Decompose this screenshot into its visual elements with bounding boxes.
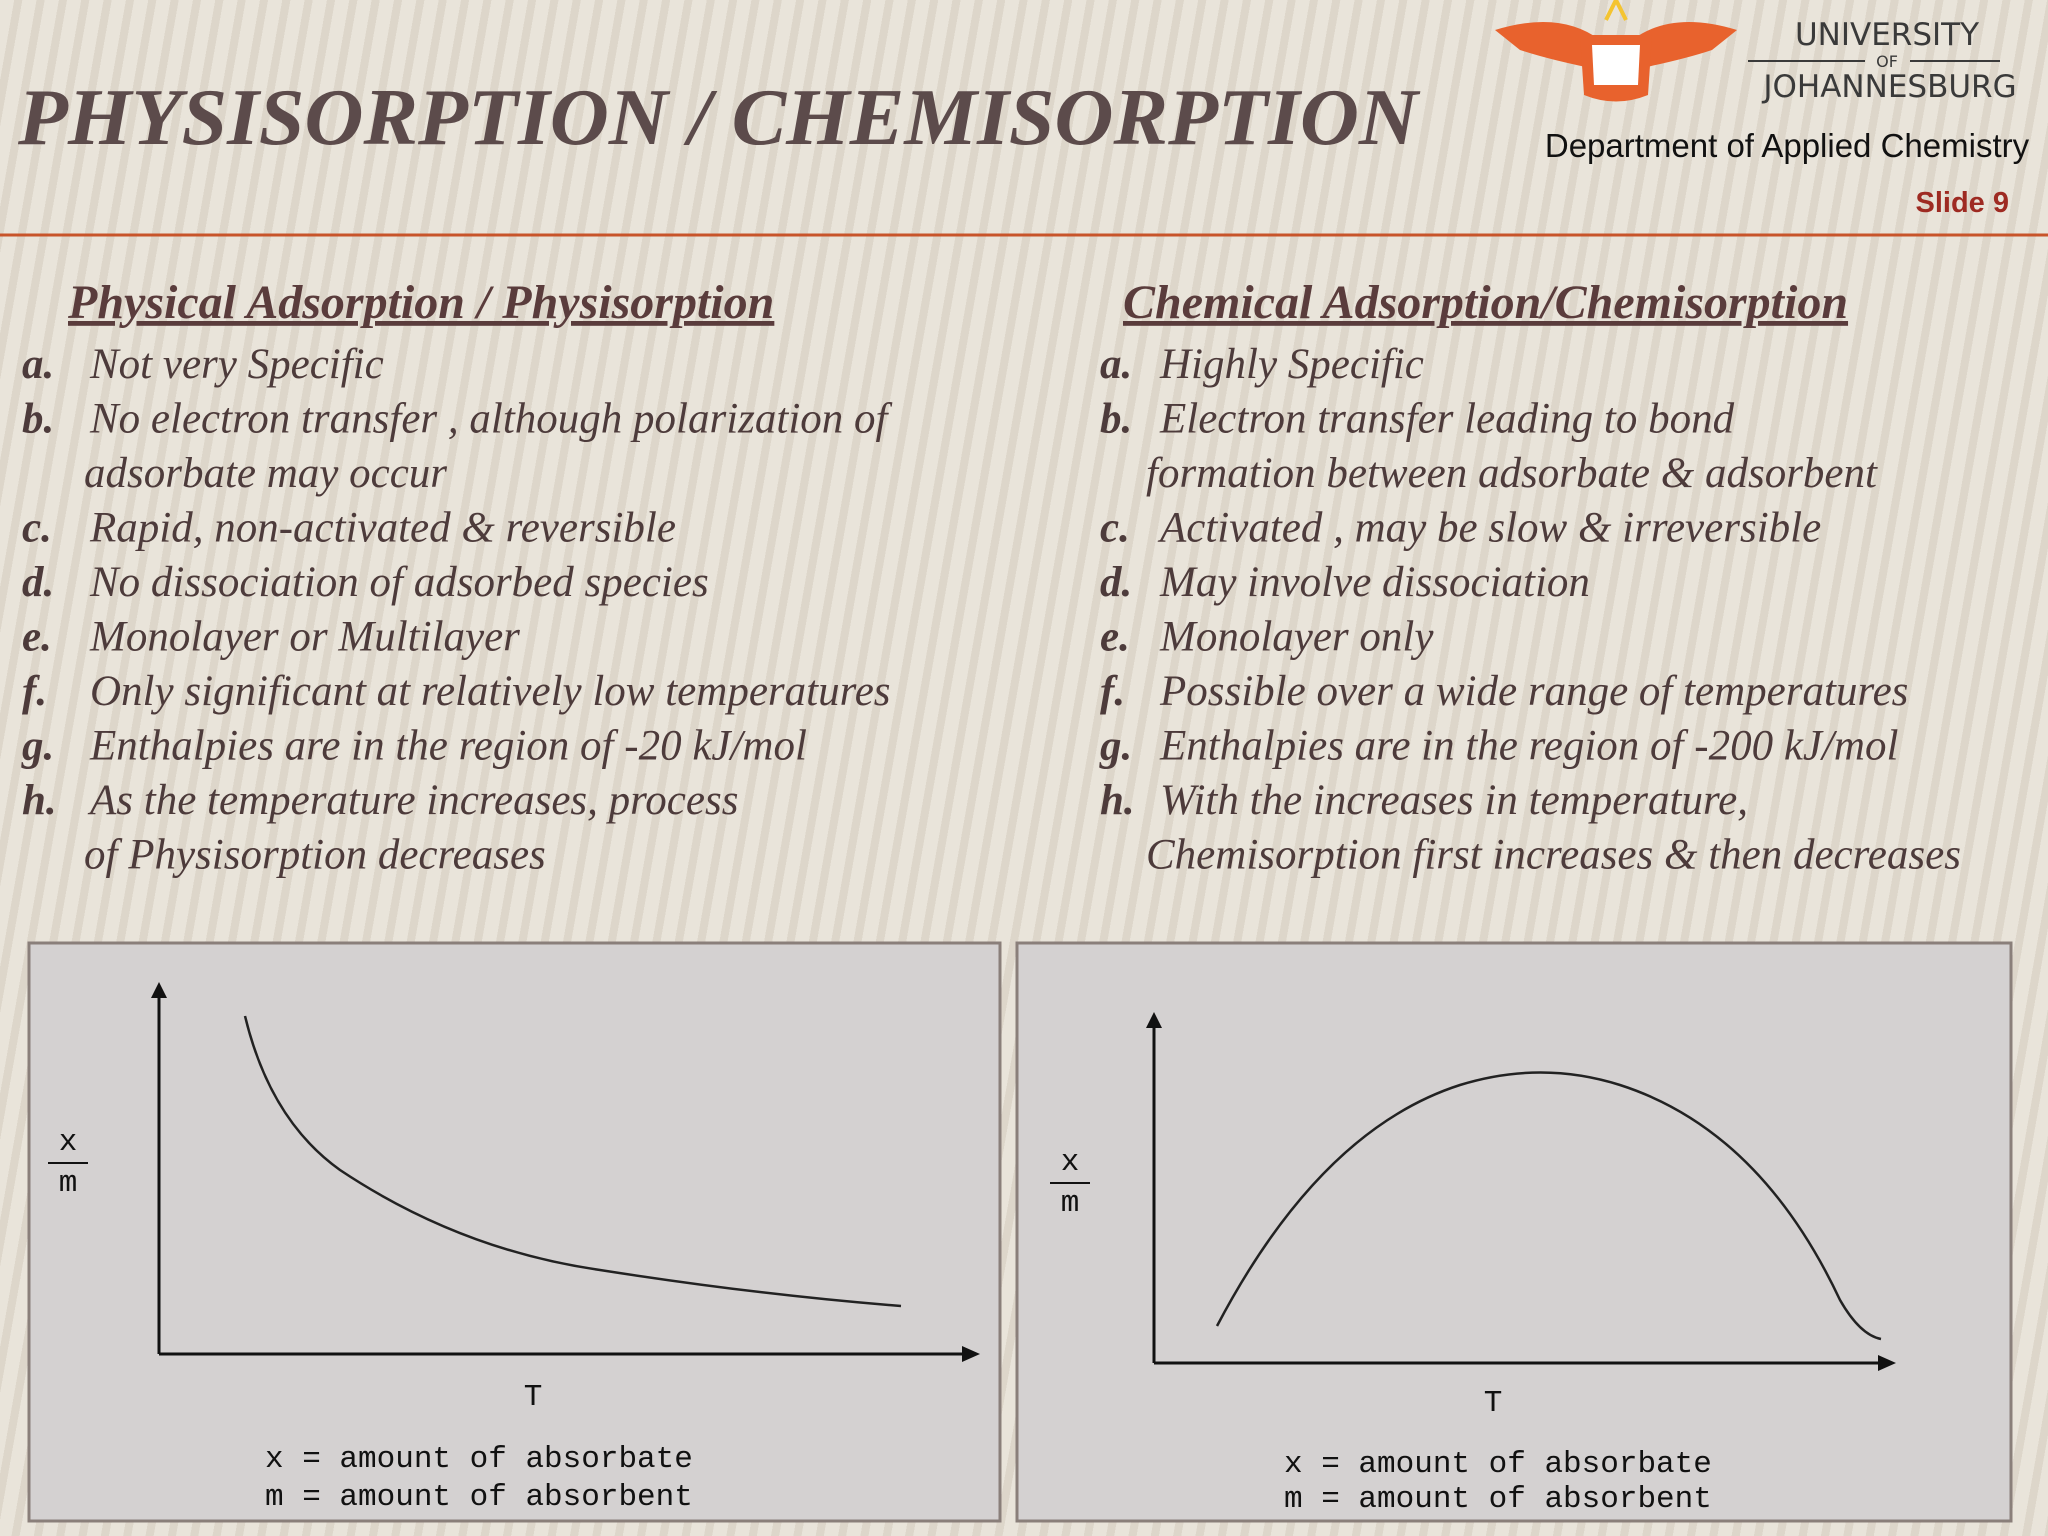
slide-number: Slide 9 xyxy=(1916,187,2010,219)
item-letter: a. xyxy=(1100,341,1132,388)
curve xyxy=(243,1015,902,1308)
item-letter: e. xyxy=(22,614,52,661)
item-letter: c. xyxy=(22,505,52,552)
item-text: Enthalpies are in the region of -20 kJ/m… xyxy=(89,723,807,770)
axes xyxy=(157,990,1886,1365)
item-text: Highly Specific xyxy=(1159,341,1424,388)
figure-panel xyxy=(27,941,1002,1523)
item-letter: g. xyxy=(1099,723,1132,770)
legend-line: m = amount of absorbent xyxy=(1284,1482,1712,1517)
item-text: adsorbate may occur xyxy=(84,450,447,497)
x-label: T xyxy=(524,1380,543,1415)
item-text: Electron transfer leading to bond xyxy=(1159,396,1735,443)
legend-line: x = amount of absorbate xyxy=(1284,1447,1712,1482)
logo-text: JOHANNESBURG xyxy=(1761,69,2016,105)
item-text: Monolayer only xyxy=(1159,614,1434,661)
curve xyxy=(1215,1071,1882,1341)
legend-line: m = amount of absorbent xyxy=(265,1480,693,1515)
item-letter: g. xyxy=(21,723,54,770)
item-letter: a. xyxy=(22,341,54,388)
x-label: T xyxy=(1484,1386,1503,1421)
item-text: No electron transfer , although polariza… xyxy=(89,396,893,443)
column-heading: Chemical Adsorption/Chemisorption xyxy=(1123,276,1848,329)
logo xyxy=(1495,0,1737,102)
item-text: With the increases in temperature, xyxy=(1160,777,1748,824)
item-text: Enthalpies are in the region of -200 kJ/… xyxy=(1159,723,1898,770)
y-label-denominator: m xyxy=(1061,1186,1080,1221)
item-text: of Physisorption decreases xyxy=(84,832,546,879)
item-text: Not very Specific xyxy=(89,341,384,388)
item-letter: h. xyxy=(22,777,57,824)
logo-text: UNIVERSITY xyxy=(1795,17,1979,53)
slide-title: PHYSISORPTION / CHEMISORPTION xyxy=(17,74,1421,162)
legend-line: x = amount of absorbate xyxy=(265,1442,693,1477)
item-text: Rapid, non-activated & reversible xyxy=(89,505,676,552)
item-text: Possible over a wide range of temperatur… xyxy=(1159,668,1908,715)
item-letter: b. xyxy=(1100,396,1132,443)
item-text: Chemisorption first increases & then dec… xyxy=(1146,832,1961,879)
item-letter: d. xyxy=(1100,559,1132,606)
item-text: Activated , may be slow & irreversible xyxy=(1157,505,1821,552)
item-letter: b. xyxy=(22,396,54,443)
item-letter: f. xyxy=(1100,668,1125,715)
y-label-numerator: x xyxy=(1061,1145,1080,1180)
arrowheads xyxy=(151,982,1896,1371)
item-letter: d. xyxy=(22,559,54,606)
figure-panel xyxy=(1015,941,2013,1523)
item-letter: c. xyxy=(1100,505,1130,552)
logo-text: OF xyxy=(1876,52,1898,71)
item-letter: f. xyxy=(22,668,47,715)
item-text: Only significant at relatively low tempe… xyxy=(90,668,891,715)
column-heading: Physical Adsorption / Physisorption xyxy=(67,276,774,329)
item-text: May involve dissociation xyxy=(1159,559,1590,606)
y-label-denominator: m xyxy=(59,1166,78,1201)
item-text: As the temperature increases, process xyxy=(87,777,738,824)
y-label-numerator: x xyxy=(59,1125,78,1160)
item-text: Monolayer or Multilayer xyxy=(89,614,520,661)
item-letter: e. xyxy=(1100,614,1130,661)
department: Department of Applied Chemistry xyxy=(1545,127,2030,164)
columns: Physical Adsorption / Physisorption a. Not… xyxy=(21,276,1961,879)
item-letter: h. xyxy=(1100,777,1135,824)
item-text: No dissociation of adsorbed species xyxy=(89,559,709,606)
item-text: formation between adsorbate & adsorbent xyxy=(1146,450,1878,497)
